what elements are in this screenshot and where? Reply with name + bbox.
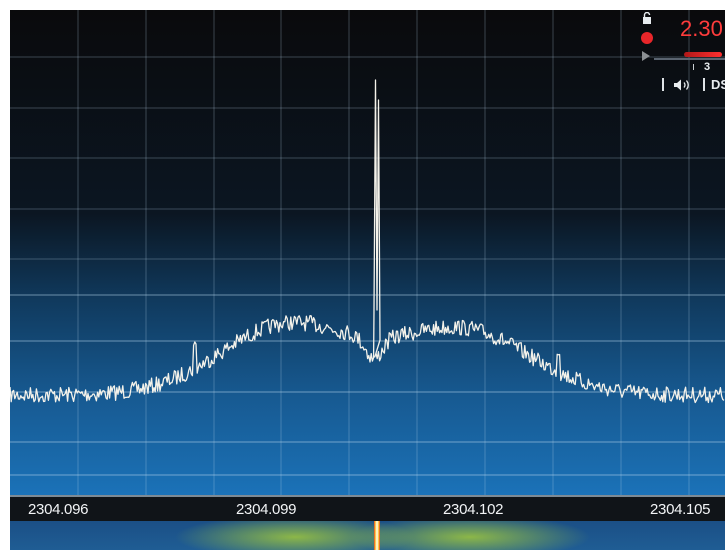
lock-icon[interactable] [642, 12, 652, 24]
spectrum-grid [10, 10, 725, 495]
play-icon[interactable] [642, 51, 650, 61]
sdr-screen: 2304.096 2304.099 2304.102 2304.105 2.30… [10, 10, 725, 550]
spectrum-background [10, 10, 725, 495]
spectrum-display[interactable] [10, 10, 725, 495]
freq-label-2: 2304.099 [236, 501, 297, 518]
gain-slider-fill[interactable] [684, 52, 722, 57]
freq-label-3: 2304.102 [443, 501, 504, 518]
waterfall-display[interactable] [10, 521, 725, 550]
volume-icon[interactable] [673, 78, 691, 92]
gain-value: 3 [704, 61, 711, 73]
gain-slider-tick [693, 64, 694, 70]
freq-label-4: 2304.105 [650, 501, 711, 518]
spectrum-trace [10, 79, 725, 404]
toolbar-separator [703, 78, 705, 91]
gain-slider-track[interactable] [654, 58, 725, 60]
frequency-readout: 2.30 [680, 16, 723, 41]
hud-panel: 2.30 3 DSP [638, 10, 725, 102]
record-icon[interactable] [641, 32, 653, 44]
dsp-button[interactable]: DSP [711, 77, 725, 92]
frequency-axis: 2304.096 2304.099 2304.102 2304.105 [10, 495, 725, 521]
toolbar-separator [662, 78, 664, 91]
freq-label-1: 2304.096 [28, 501, 89, 518]
waterfall-carrier-line [374, 521, 380, 550]
